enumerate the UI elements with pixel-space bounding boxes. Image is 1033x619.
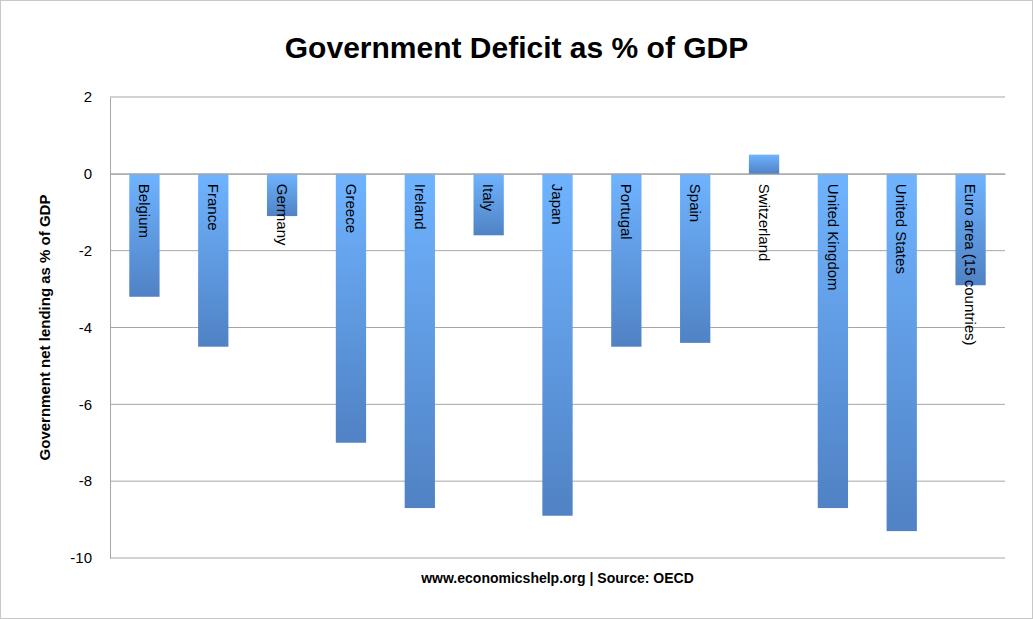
bar — [887, 174, 917, 531]
bar — [749, 155, 779, 174]
bar — [474, 174, 504, 235]
bar — [405, 174, 435, 508]
bar — [818, 174, 848, 508]
x-tick-label: Portugal — [618, 184, 635, 240]
y-tick-label: -4 — [79, 319, 92, 336]
x-tick: Belgium — [136, 174, 153, 238]
title: Government Deficit as % of GDP — [285, 31, 748, 64]
x-tick: France — [205, 174, 222, 231]
y-tick-label: -2 — [79, 242, 92, 259]
x-tick: Portugal — [618, 174, 635, 240]
x-tick: Greece — [343, 174, 360, 233]
x-tick-label: Ireland — [412, 184, 429, 230]
y-tick-label: 2 — [84, 88, 92, 105]
x-axis-line — [111, 174, 1006, 175]
x-tick-label: Euro area (15 countries) — [962, 184, 979, 346]
bar — [680, 174, 710, 343]
x-tick: Ireland — [412, 174, 429, 230]
y-tick-label: -10 — [70, 549, 92, 566]
x-tick-label: United States — [893, 184, 910, 274]
y-tick-label: -6 — [79, 396, 92, 413]
grid — [110, 97, 1005, 558]
x-tick: Spain — [687, 174, 704, 222]
y-tick-label: 0 — [84, 165, 92, 182]
chart: -10 -8 -6 -4 -2 0 2 Belgium France Germany Greece I… — [0, 0, 1033, 619]
x-axis-title: www.economicshelp.org | Source: OECD — [420, 570, 694, 586]
x-tick: Switzerland — [756, 174, 773, 262]
y-axis: -10 -8 -6 -4 -2 0 2 — [70, 88, 110, 566]
bar — [198, 174, 228, 347]
y-tick: 0 — [84, 165, 110, 182]
x-tick-label: Switzerland — [756, 184, 773, 262]
plot: -10 -8 -6 -4 -2 0 2 Belgium France Germany Greece I… — [70, 88, 1005, 566]
y-axis-title: Government net lending as % of GDP — [36, 195, 53, 461]
x-tick-label: Japan — [549, 184, 566, 225]
x-tick: Euro area (15 countries) — [962, 174, 979, 346]
y-tick: -10 — [70, 549, 110, 566]
x-tick-label: Italy — [480, 184, 497, 212]
x-tick: United States — [893, 174, 910, 274]
bar — [611, 174, 641, 347]
y-tick: -4 — [79, 319, 110, 336]
background — [1, 1, 1033, 619]
x-axis: Belgium France Germany Greece Ireland Italy Ja… — [111, 174, 1006, 346]
bar — [129, 174, 159, 297]
bar — [336, 174, 366, 443]
grid-line — [110, 558, 1005, 559]
bar — [542, 174, 572, 516]
x-tick: Japan — [549, 174, 566, 225]
y-tick-label: -8 — [79, 472, 92, 489]
x-tick-label: Germany — [274, 184, 291, 246]
grid-line — [110, 173, 1005, 174]
grid-line — [110, 97, 1005, 98]
y-tick: 2 — [84, 88, 110, 105]
y-tick: -2 — [79, 242, 110, 259]
x-tick: Germany — [274, 174, 291, 246]
x-tick: United Kingdom — [825, 174, 842, 291]
x-tick-label: Spain — [687, 184, 704, 222]
y-tick: -8 — [79, 472, 110, 489]
x-tick: Italy — [480, 174, 497, 212]
y-axis-line — [110, 98, 111, 559]
x-tick-label: France — [205, 184, 222, 231]
x-tick-label: Belgium — [136, 184, 153, 238]
x-tick-label: Greece — [343, 184, 360, 233]
bars — [129, 155, 985, 531]
y-tick: -6 — [79, 396, 110, 413]
x-tick-label: United Kingdom — [825, 184, 842, 291]
